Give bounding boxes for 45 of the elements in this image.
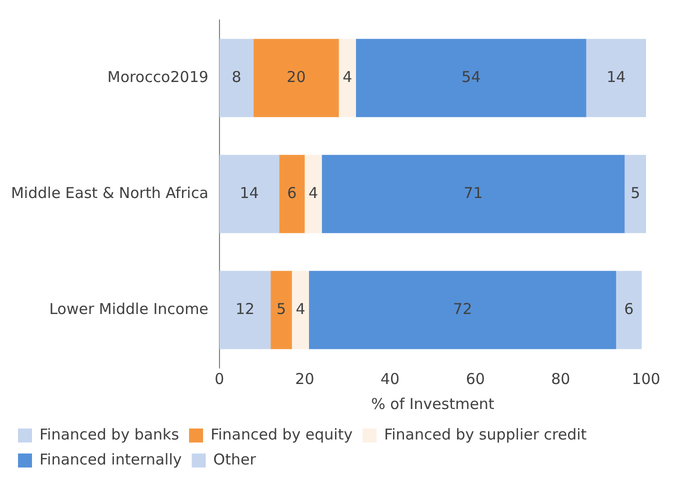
x-tick-label: 0	[214, 370, 224, 388]
legend-label: Financed internally	[40, 450, 182, 468]
bar	[586, 38, 646, 118]
data-label: 4	[308, 184, 318, 202]
legend-label: Financed by equity	[210, 425, 353, 444]
legend-label: Other	[213, 450, 257, 468]
data-label: 12	[235, 300, 255, 318]
data-label: 54	[462, 68, 481, 86]
bar	[616, 270, 642, 350]
y-tick-label: Middle East & North Africa	[10, 184, 208, 202]
legend-label: Financed by supplier credit	[384, 425, 587, 444]
bar	[219, 38, 254, 118]
legend-label: Financed by banks	[40, 425, 180, 444]
y-tick-label: Morocco2019	[107, 68, 208, 86]
data-label: 4	[296, 300, 306, 318]
x-tick-label: 60	[466, 370, 485, 388]
data-label: 72	[453, 300, 472, 318]
data-label: 6	[287, 184, 297, 202]
x-tick-label: 80	[551, 370, 570, 388]
bar	[624, 154, 646, 234]
x-tick-label: 20	[295, 370, 314, 388]
x-tick-label: 40	[380, 370, 400, 388]
x-axis-title: % of Investment	[371, 394, 494, 413]
bar	[356, 38, 586, 118]
data-label: 20	[286, 68, 306, 86]
bar	[219, 154, 280, 234]
data-label: 14	[240, 184, 259, 202]
data-label: 5	[276, 300, 286, 318]
bar	[338, 38, 356, 118]
bar	[254, 38, 339, 118]
bar	[292, 270, 309, 350]
bar	[309, 270, 616, 350]
data-label: 14	[606, 68, 626, 86]
bar	[304, 154, 322, 234]
bar	[270, 270, 292, 350]
y-tick-label: Lower Middle Income	[49, 300, 208, 318]
data-label: 4	[342, 68, 352, 86]
bar	[322, 154, 625, 234]
x-tick-label: 100	[632, 370, 660, 388]
bar	[219, 270, 271, 350]
data-label: 6	[624, 300, 634, 318]
data-label: 71	[464, 184, 483, 202]
data-label: 8	[232, 68, 242, 86]
data-label: 5	[630, 184, 640, 202]
bar	[279, 154, 305, 234]
